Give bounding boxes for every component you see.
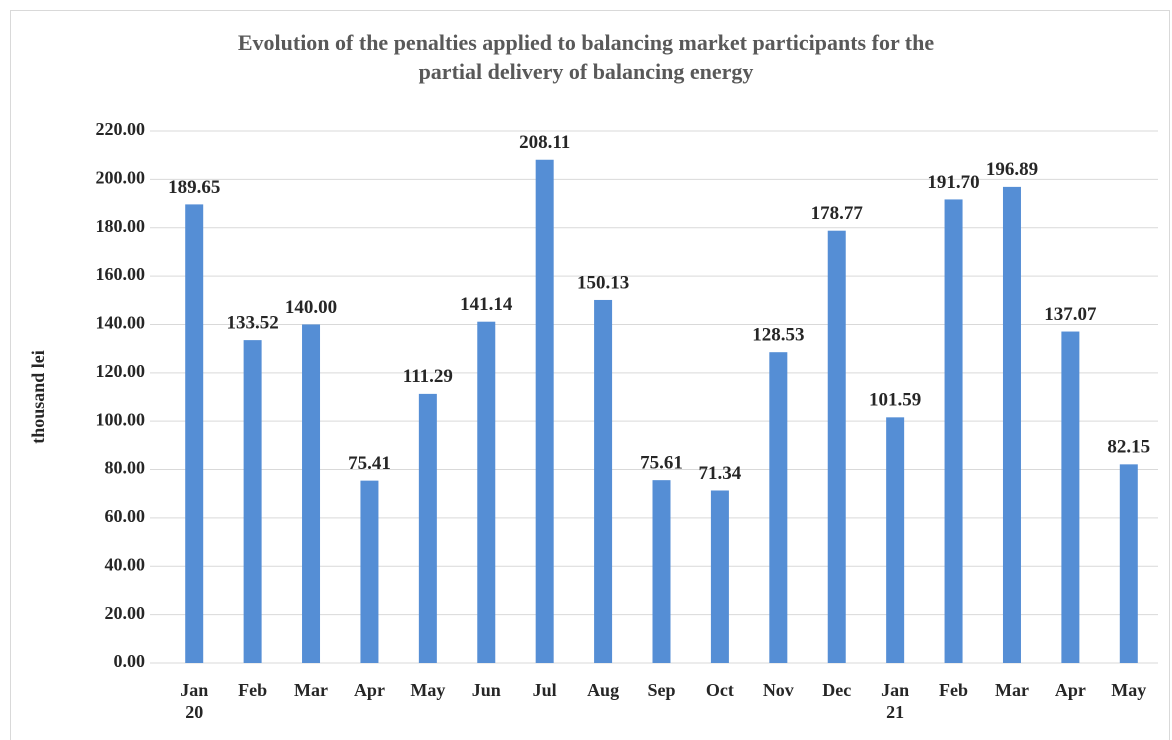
- value-label: 196.89: [986, 159, 1038, 180]
- x-tick-label: Jan 21: [881, 680, 910, 722]
- value-label: 75.61: [640, 453, 683, 474]
- x-tick-label: May: [1111, 680, 1147, 700]
- y-tick-label: 0.00: [114, 651, 146, 671]
- value-label: 150.13: [577, 272, 629, 293]
- bar: [243, 340, 262, 663]
- y-tick-label: 120.00: [96, 361, 146, 381]
- y-tick-label: 80.00: [105, 458, 146, 478]
- y-tick-label: 220.00: [96, 119, 146, 139]
- value-label: 189.65: [168, 177, 220, 198]
- bar: [827, 230, 846, 663]
- bar: [652, 480, 671, 663]
- bar: [1119, 464, 1138, 663]
- bar: [185, 204, 204, 663]
- x-tick-label: Apr: [1054, 680, 1086, 700]
- y-tick-label: 160.00: [96, 264, 146, 284]
- x-tick-label: Mar: [994, 680, 1029, 700]
- bar: [418, 393, 437, 663]
- bar: [594, 299, 613, 663]
- x-tick-label: Oct: [705, 680, 734, 700]
- x-tick-label: Sep: [647, 680, 676, 700]
- value-label: 111.29: [403, 366, 453, 387]
- x-tick-label: Feb: [939, 680, 969, 700]
- y-tick-label: 200.00: [96, 167, 146, 187]
- x-tick-label: Apr: [353, 680, 385, 700]
- bar: [769, 352, 788, 663]
- chart-title: Evolution of the penalties applied to ba…: [237, 30, 935, 84]
- y-tick-label: 60.00: [105, 506, 146, 526]
- value-label: 137.07: [1044, 304, 1097, 325]
- value-label: 191.70: [927, 172, 979, 193]
- x-tick-label: Jan 20: [180, 680, 209, 722]
- x-tick-label: Feb: [238, 680, 268, 700]
- value-label: 140.00: [285, 297, 337, 318]
- chart-frame: [10, 10, 1170, 740]
- bar: [360, 480, 379, 663]
- x-tick-label: Dec: [822, 680, 852, 700]
- value-label: 75.41: [348, 453, 391, 474]
- x-tick-label: Jul: [532, 680, 557, 700]
- x-tick-label: Nov: [762, 680, 794, 700]
- bar: [944, 199, 963, 663]
- value-label: 128.53: [752, 325, 804, 346]
- y-tick-label: 180.00: [96, 216, 146, 236]
- y-tick-label: 140.00: [96, 313, 146, 333]
- x-tick-label: Aug: [587, 680, 620, 700]
- title-box: Evolution of the penalties applied to ba…: [0, 28, 1172, 86]
- x-tick-label: Jun: [471, 680, 501, 700]
- value-label: 141.14: [460, 294, 513, 315]
- bar: [710, 490, 729, 663]
- y-tick-label: 100.00: [96, 409, 146, 429]
- value-label: 208.11: [519, 132, 570, 153]
- bar: [1061, 331, 1080, 663]
- bar: [477, 321, 496, 663]
- y-axis-label: thousand lei: [28, 350, 48, 444]
- x-tick-label: Mar: [294, 680, 328, 700]
- value-label: 133.52: [226, 312, 278, 333]
- value-label: 178.77: [811, 203, 864, 224]
- bar: [302, 324, 321, 663]
- value-label: 71.34: [699, 463, 742, 484]
- bar: [535, 159, 554, 663]
- y-tick-label: 40.00: [105, 554, 146, 574]
- bar: [1002, 186, 1021, 663]
- y-tick-label: 20.00: [105, 603, 146, 623]
- value-label: 101.59: [869, 390, 921, 411]
- value-label: 82.15: [1107, 437, 1150, 458]
- bar: [886, 417, 905, 663]
- x-tick-label: May: [410, 680, 446, 700]
